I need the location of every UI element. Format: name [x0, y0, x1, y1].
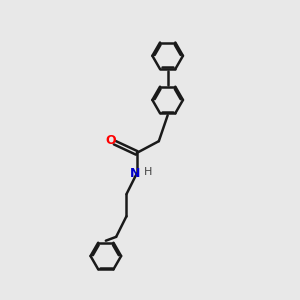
Text: O: O — [106, 134, 116, 147]
Text: N: N — [130, 167, 140, 180]
Text: H: H — [144, 167, 152, 177]
